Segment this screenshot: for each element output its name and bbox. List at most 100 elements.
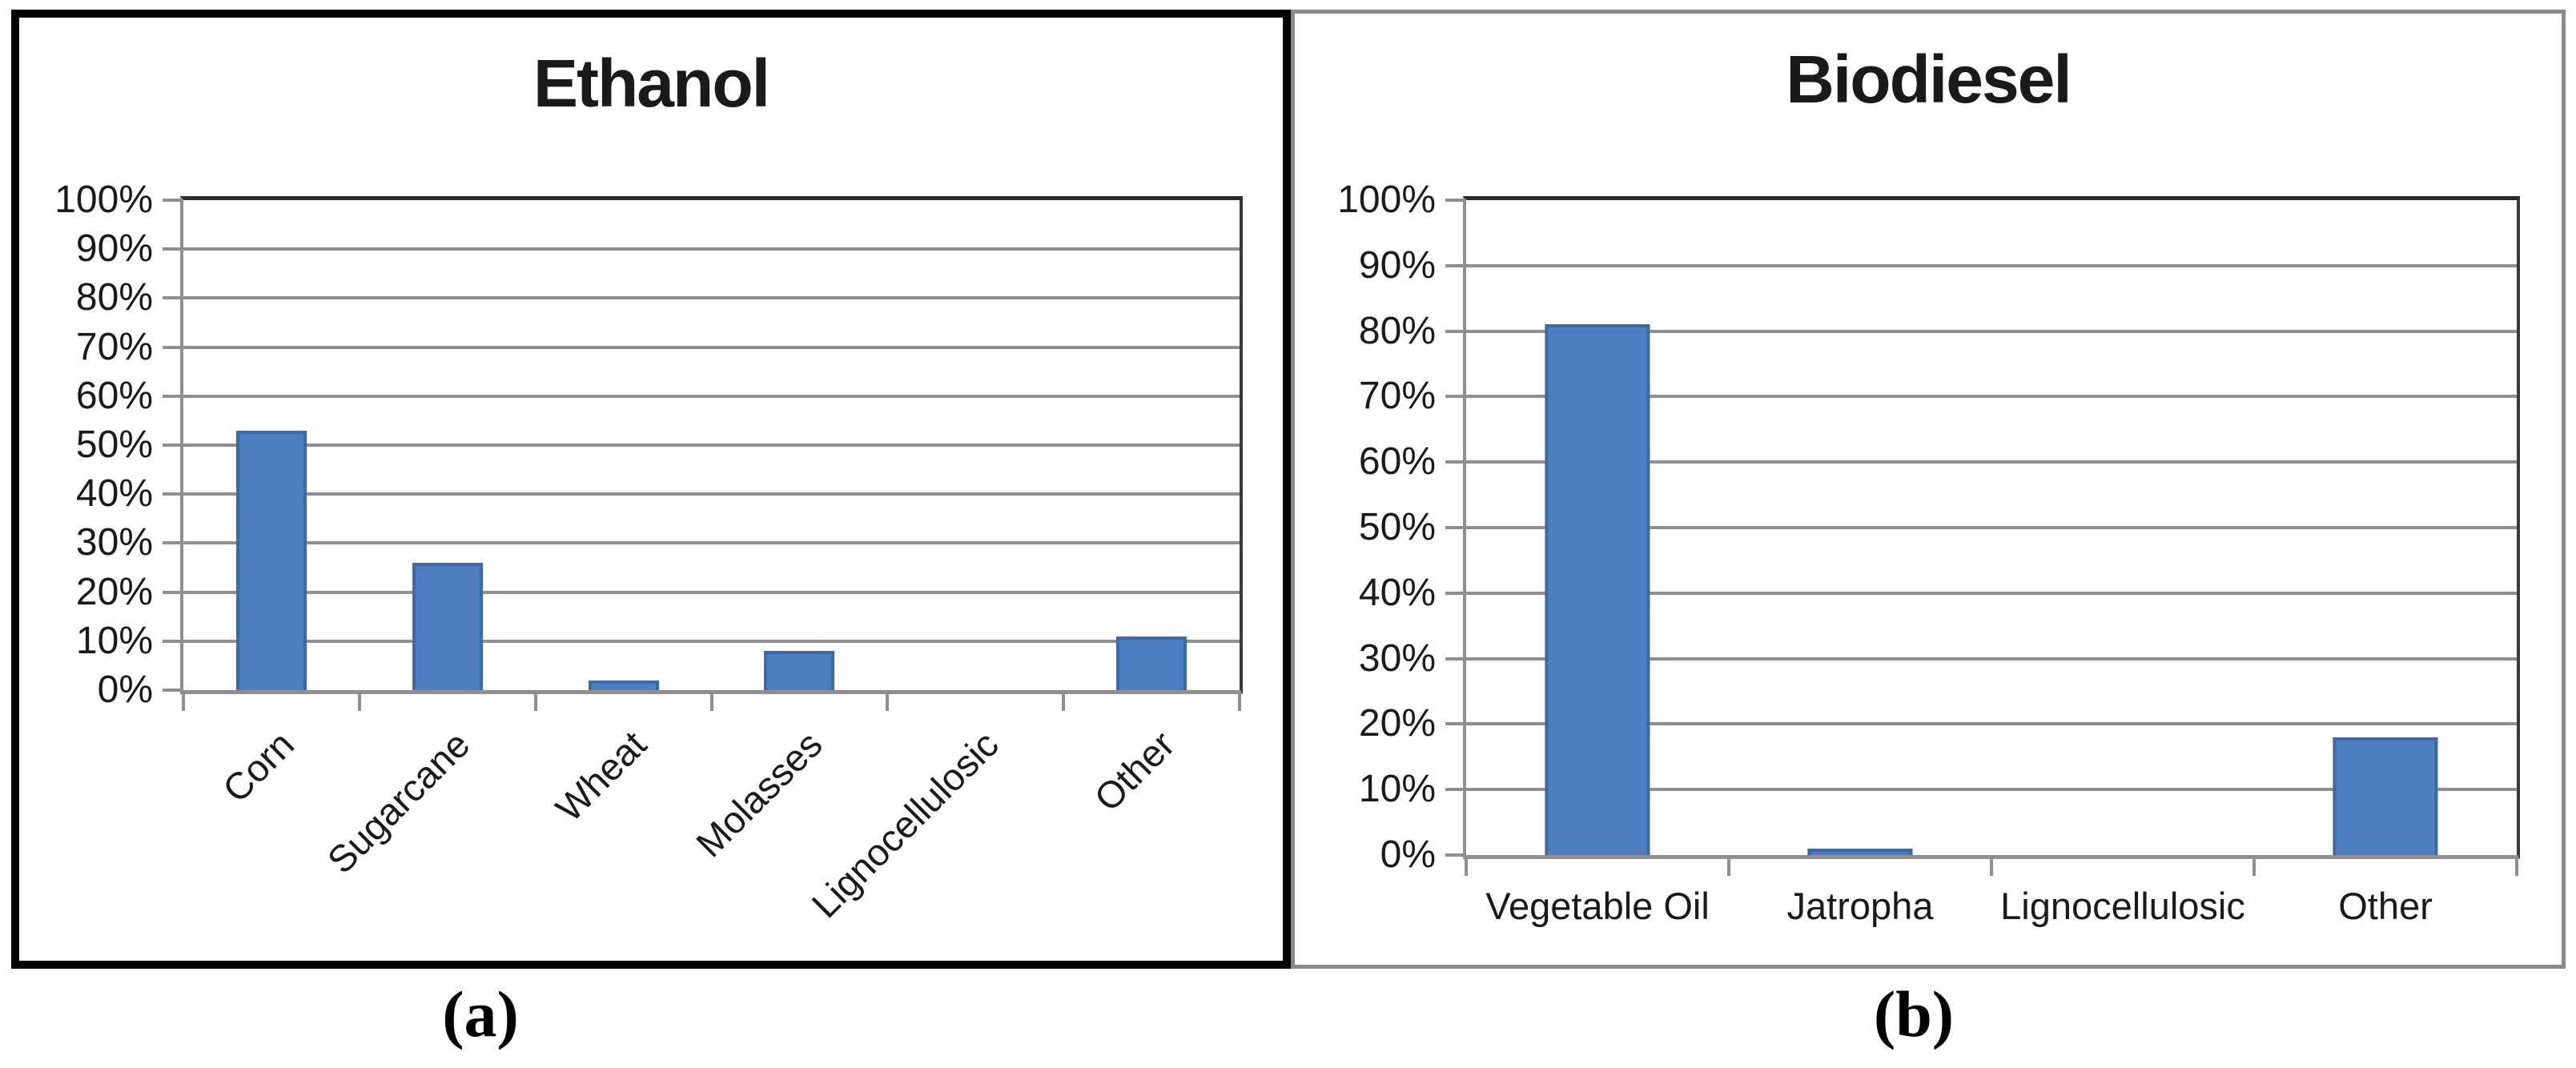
gridline-60pct xyxy=(183,394,1240,398)
biodiesel-chart-title: Biodiesel xyxy=(1786,42,2072,117)
y-axis-tick xyxy=(1445,656,1466,660)
y-axis-tick xyxy=(1445,329,1466,333)
x-axis-label-vegetable-oil: Vegetable Oil xyxy=(1485,885,1710,927)
gridline-80pct xyxy=(1466,329,2517,333)
y-axis-tick-label: 90% xyxy=(1358,243,1436,287)
x-axis-tick xyxy=(1238,690,1241,711)
gridline-70pct xyxy=(1466,395,2517,399)
y-axis-tick-label: 20% xyxy=(1358,702,1436,745)
y-axis-tick xyxy=(1445,460,1466,464)
y-axis-tick-label: 80% xyxy=(75,276,153,319)
y-axis-tick-label: 20% xyxy=(75,570,153,613)
bar-other xyxy=(2333,737,2438,855)
y-axis-tick xyxy=(1445,526,1466,529)
biodiesel-chart-panel: Biodiesel 100% 90% 80% 70% 60% 50% 40% 30% 20% 10… xyxy=(1291,10,2566,969)
gridline-90pct xyxy=(1466,263,2517,267)
gridline-10pct xyxy=(183,639,1240,643)
x-axis-label-lignocellulosic: Lignocellulosic xyxy=(802,722,1007,926)
y-axis-tick-label: 80% xyxy=(1358,309,1436,352)
y-axis-tick xyxy=(163,541,183,545)
gridline-70pct xyxy=(183,345,1240,349)
y-axis-tick-label: 60% xyxy=(1358,440,1436,484)
y-axis-tick xyxy=(1445,591,1466,595)
x-axis-tick xyxy=(709,690,713,711)
gridline-90pct xyxy=(183,247,1240,251)
y-axis-tick xyxy=(163,247,183,251)
gridline-50pct xyxy=(183,444,1240,447)
y-axis-tick xyxy=(1445,788,1466,792)
biodiesel-plot-area: 100% 90% 80% 70% 60% 50% 40% 30% 20% 10% 0% Vegetab… xyxy=(1337,179,2520,927)
x-axis-tick xyxy=(1465,855,1468,876)
y-axis-tick xyxy=(163,296,183,300)
gridline-30pct xyxy=(183,541,1240,545)
y-axis-tick-label: 50% xyxy=(75,424,153,466)
y-axis-tick xyxy=(163,590,183,594)
ethanol-chart-title: Ethanol xyxy=(533,46,770,121)
bar-vegetable-oil xyxy=(1545,324,1650,855)
y-axis-tick-label: 0% xyxy=(1380,833,1436,876)
bar-corn xyxy=(235,430,307,690)
y-axis-tick xyxy=(1445,263,1466,267)
subfigure-label-a: (a) xyxy=(442,978,519,1050)
y-axis-tick-label: 90% xyxy=(75,227,153,271)
gridline-60pct xyxy=(1466,460,2517,464)
y-axis-tick-label: 40% xyxy=(1358,571,1436,614)
gridline-40pct xyxy=(1466,591,2517,595)
x-axis-label-corn: Corn xyxy=(214,722,303,811)
y-axis-tick-label: 10% xyxy=(1358,768,1436,811)
y-axis-tick xyxy=(163,394,183,398)
ethanol-plot-area: 100% 90% 80% 70% 60% 50% 40% 30% 20% 10% 0% Corn Sug… xyxy=(54,179,1243,925)
y-axis-tick-label: 40% xyxy=(75,472,153,516)
y-axis-tick-label: 10% xyxy=(75,619,153,662)
bar-sugarcane xyxy=(412,562,483,690)
y-axis-tick xyxy=(163,444,183,447)
gridline-30pct xyxy=(1466,656,2517,660)
x-axis-tick xyxy=(886,690,890,711)
x-axis-label-other: Other xyxy=(2338,885,2433,927)
x-axis-tick xyxy=(1990,855,1993,876)
y-axis-tick xyxy=(1445,853,1466,857)
x-axis-tick xyxy=(357,690,361,711)
x-axis-label-molasses: Molasses xyxy=(687,722,830,865)
y-axis-tick-label: 30% xyxy=(75,521,153,564)
y-axis-tick-label: 0% xyxy=(97,669,153,711)
bar-jatropha xyxy=(1807,848,1913,855)
y-axis-tick xyxy=(163,689,183,692)
ethanol-chart-panel: Ethanol 100% 90% 80% 70% 60% 50% 40% 30% 20% 10% 0… xyxy=(11,10,1291,969)
y-axis-tick xyxy=(163,199,183,202)
y-axis-tick xyxy=(163,345,183,349)
x-axis-label-sugarcane: Sugarcane xyxy=(319,722,478,881)
x-axis-tick xyxy=(1727,855,1730,876)
x-axis-label-lignocellulosic: Lignocellulosic xyxy=(2000,885,2245,927)
x-axis-label-other: Other xyxy=(1085,722,1183,820)
gridline-20pct xyxy=(183,590,1240,594)
y-axis-tick-label: 70% xyxy=(75,325,153,368)
gridline-80pct xyxy=(183,296,1240,300)
x-axis-label-wheat: Wheat xyxy=(547,722,654,830)
y-axis-tick-label: 100% xyxy=(54,179,153,221)
y-axis-tick-label: 60% xyxy=(75,374,153,417)
y-axis-tick xyxy=(1445,199,1466,202)
x-axis-tick xyxy=(182,690,185,711)
gridline-40pct xyxy=(183,492,1240,496)
bar-other xyxy=(1116,636,1188,690)
x-axis-label-jatropha: Jatropha xyxy=(1786,885,1934,927)
y-axis-tick xyxy=(163,492,183,496)
x-axis-tick xyxy=(2252,855,2256,876)
gridline-20pct xyxy=(1466,722,2517,726)
subfigure-label-b: (b) xyxy=(1873,978,1955,1050)
x-axis-tick xyxy=(533,690,537,711)
y-axis-tick-label: 70% xyxy=(1358,375,1436,418)
y-axis-tick-label: 50% xyxy=(1358,506,1436,548)
y-axis-tick xyxy=(163,639,183,643)
x-axis-tick xyxy=(1062,690,1066,711)
bar-wheat xyxy=(588,680,659,690)
y-axis-tick xyxy=(1445,722,1466,726)
y-axis-tick-label: 100% xyxy=(1337,179,1436,221)
y-axis-tick xyxy=(1445,395,1466,399)
bar-molasses xyxy=(764,651,835,690)
x-axis-tick xyxy=(2515,855,2518,876)
gridline-10pct xyxy=(1466,788,2517,792)
y-axis-tick-label: 30% xyxy=(1358,636,1436,680)
